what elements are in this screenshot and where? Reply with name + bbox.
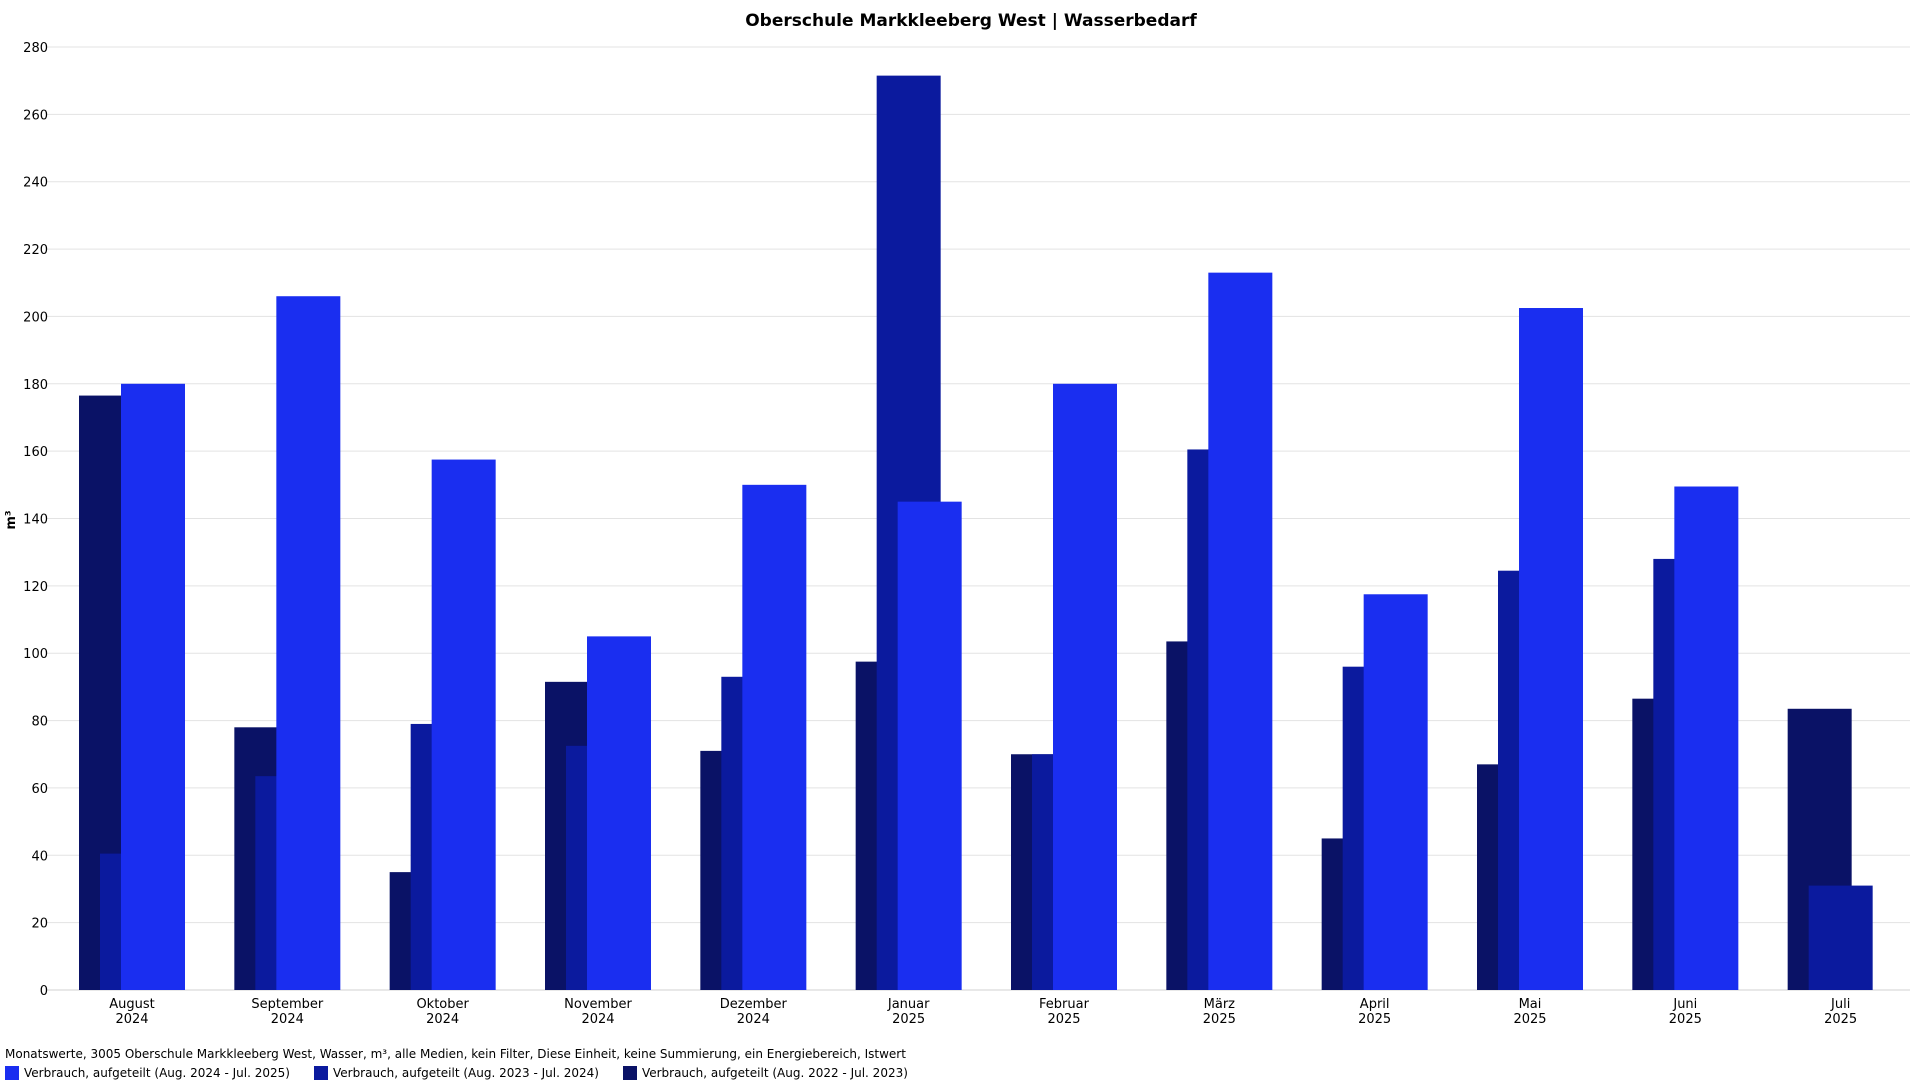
bar (1674, 486, 1739, 990)
x-tick-label: Juni (1672, 997, 1697, 1012)
x-tick-label: Oktober (416, 997, 469, 1012)
bar (276, 296, 341, 990)
bar (1808, 885, 1873, 990)
y-axis-label: m³ (4, 510, 19, 529)
grid (46, 46, 1910, 991)
x-tick-label: März (1204, 997, 1236, 1012)
x-tick-label: 2025 (892, 1012, 925, 1027)
x-tick-label: Februar (1039, 997, 1090, 1012)
bar (897, 501, 962, 990)
bar (121, 383, 185, 990)
legend-item[interactable]: Verbrauch, aufgeteilt (Aug. 2022 - Jul. … (622, 1066, 908, 1080)
y-tick-label: 200 (23, 310, 48, 325)
y-tick-label: 240 (23, 176, 48, 191)
x-tick-label: November (564, 997, 632, 1012)
y-tick-label: 280 (23, 41, 48, 56)
bars (79, 75, 1873, 991)
y-tick-label: 120 (23, 580, 48, 595)
x-tick-label: 2024 (737, 1012, 770, 1027)
x-tick-label: Januar (887, 997, 930, 1012)
y-tick-label: 100 (23, 647, 48, 662)
x-tick-label: 2025 (1513, 1012, 1546, 1027)
x-tick-label: 2025 (1358, 1012, 1391, 1027)
x-tick-label: 2024 (581, 1012, 614, 1027)
chart-title: Oberschule Markkleeberg West | Wasserbed… (745, 11, 1197, 31)
y-tick-label: 160 (23, 445, 48, 460)
chart-footer-description: Monatswerte, 3005 Oberschule Markkleeber… (5, 1047, 906, 1061)
bar (587, 636, 651, 990)
x-tick-label: 2025 (1047, 1012, 1080, 1027)
legend-label: Verbrauch, aufgeteilt (Aug. 2024 - Jul. … (24, 1066, 290, 1080)
y-tick-label: 140 (23, 513, 48, 528)
x-tick-label: 2024 (426, 1012, 459, 1027)
y-tick-label: 220 (23, 243, 48, 258)
legend-swatch (313, 1066, 328, 1080)
bar (431, 459, 496, 990)
x-tick-label: 2025 (1824, 1012, 1857, 1027)
y-tick-label: 0 (40, 984, 48, 999)
bar-chart: Oberschule Markkleeberg West | Wasserbed… (4, 11, 1910, 1027)
bar (1519, 308, 1583, 991)
x-tick-label: 2024 (271, 1012, 304, 1027)
y-tick-label: 80 (31, 715, 48, 730)
x-tick-label: 2025 (1669, 1012, 1702, 1027)
bar (742, 484, 807, 990)
y-tick-label: 40 (31, 849, 48, 864)
legend-label: Verbrauch, aufgeteilt (Aug. 2022 - Jul. … (641, 1066, 908, 1080)
x-tick-label: August (109, 997, 155, 1012)
x-tick-label: 2025 (1203, 1012, 1236, 1027)
x-tick-label: September (251, 997, 324, 1012)
y-tick-label: 180 (23, 378, 48, 393)
legend-swatch (5, 1066, 19, 1080)
legend-item[interactable]: Verbrauch, aufgeteilt (Aug. 2023 - Jul. … (313, 1066, 599, 1080)
legend: Verbrauch, aufgeteilt (Aug. 2024 - Jul. … (5, 1066, 932, 1080)
legend-item[interactable]: Verbrauch, aufgeteilt (Aug. 2024 - Jul. … (5, 1066, 290, 1080)
bar (1053, 383, 1117, 990)
y-tick-label: 20 (31, 917, 48, 932)
x-tick-label: April (1360, 997, 1390, 1012)
legend-label: Verbrauch, aufgeteilt (Aug. 2023 - Jul. … (332, 1066, 599, 1080)
x-axis: August2024September2024Oktober2024Novemb… (109, 997, 1857, 1027)
y-tick-label: 260 (23, 108, 48, 123)
bar (1363, 594, 1428, 990)
legend-swatch (622, 1066, 637, 1080)
y-tick-label: 60 (31, 782, 48, 797)
x-tick-label: Dezember (720, 997, 788, 1012)
x-tick-label: Juli (1830, 997, 1850, 1012)
x-tick-label: 2024 (115, 1012, 148, 1027)
y-axis: 0 20 40 60 80 100 120 140 160 180 200 220 240 260 280 (23, 41, 48, 999)
bar (1208, 272, 1273, 990)
x-tick-label: Mai (1519, 997, 1542, 1012)
